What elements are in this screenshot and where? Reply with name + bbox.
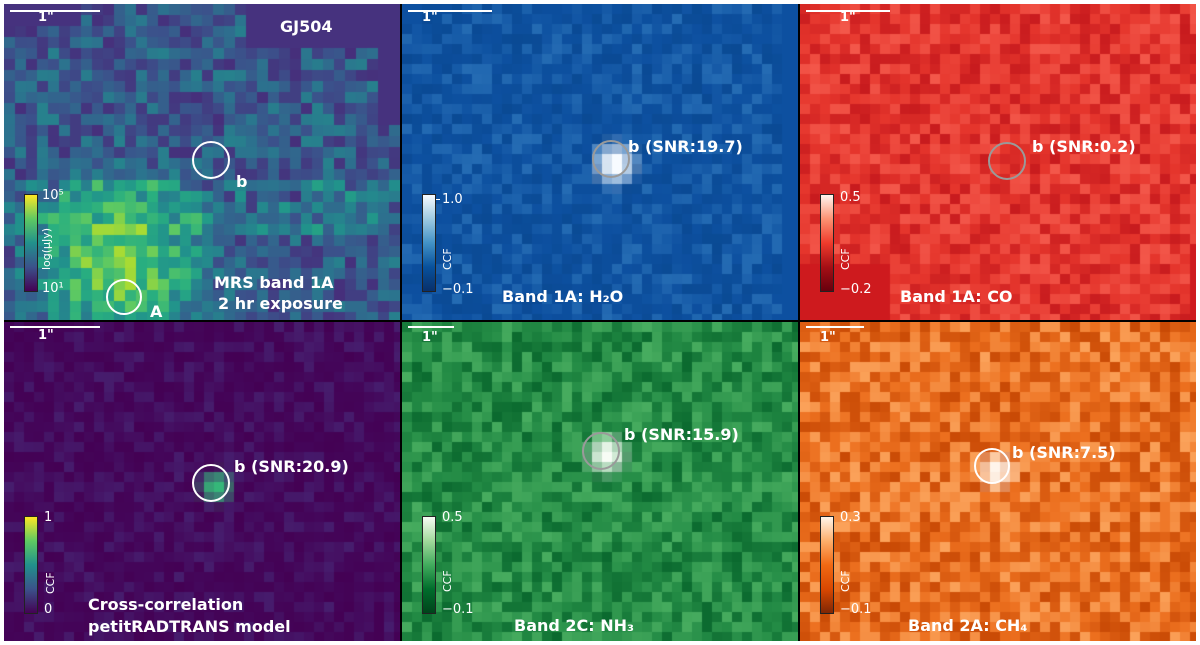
colorbar — [24, 194, 38, 292]
panel-label: Band 2A: CH₄ — [908, 616, 1028, 635]
snr-annotation: b (SNR:7.5) — [1012, 443, 1116, 462]
colorbar-min: −0.1 — [840, 602, 872, 617]
snr-annotation: b (SNR:20.9) — [234, 457, 349, 476]
panel-label: Band 1A: CO — [900, 287, 1013, 306]
exposure-label: 2 hr exposure — [218, 294, 343, 313]
colorbar — [422, 194, 436, 292]
companion-b-circle — [988, 142, 1026, 180]
colorbar-title: CCF — [441, 570, 454, 592]
band-label: MRS band 1A — [214, 273, 334, 292]
panel-h2o: 1" b (SNR:19.7) 1.0 −0.1 CCF Band 1A: H₂… — [402, 4, 798, 320]
colorbar-max: 10⁵ — [42, 188, 64, 203]
snr-annotation: b (SNR:19.7) — [628, 137, 743, 156]
colorbar-min: −0.1 — [442, 602, 474, 617]
companion-b-circle — [192, 464, 230, 502]
scale-bar — [10, 326, 100, 328]
panel-mrs-band-1a: 1" GJ504 b A MRS band 1A 2 hr exposure 1… — [4, 4, 400, 320]
panel-ch4: 1" b (SNR:7.5) 0.3 −0.1 CCF Band 2A: CH₄ — [800, 322, 1196, 641]
scale-bar — [408, 10, 492, 12]
companion-b-circle — [582, 432, 620, 470]
colorbar-min: −0.1 — [442, 282, 474, 297]
scale-bar-label: 1" — [820, 330, 836, 345]
scale-bar-label: 1" — [422, 10, 438, 25]
scale-bar-label: 1" — [840, 10, 856, 25]
target-name: GJ504 — [280, 17, 333, 36]
scale-bar-label: 1" — [38, 328, 54, 343]
colorbar-title: log(μJy) — [40, 227, 53, 270]
colorbar-tick — [436, 199, 440, 200]
colorbar-max: 0.5 — [442, 510, 463, 525]
panel-cross-correlation-model: 1" b (SNR:20.9) 1 0 CCF Cross-correlatio… — [4, 322, 400, 641]
companion-b-circle — [192, 141, 230, 179]
colorbar — [422, 516, 436, 614]
colorbar-min: 10¹ — [42, 281, 64, 296]
colorbar-title: CCF — [441, 248, 454, 270]
colorbar-max: 0.5 — [840, 190, 861, 205]
star-a-label: A — [150, 302, 163, 320]
companion-b-circle — [974, 448, 1010, 484]
ccf-map-nh3 — [402, 322, 798, 641]
scale-bar — [10, 10, 100, 12]
colorbar-title: CCF — [44, 572, 57, 594]
colorbar-max: 1 — [44, 510, 53, 525]
snr-annotation: b (SNR:15.9) — [624, 425, 739, 444]
star-a-circle — [106, 279, 142, 315]
companion-b-label: b — [236, 172, 248, 191]
colorbar — [820, 194, 834, 292]
panel-co: 1" b (SNR:0.2) 0.5 −0.2 CCF Band 1A: CO — [800, 4, 1196, 320]
colorbar-max: 0.3 — [840, 510, 861, 525]
colorbar-min: 0 — [44, 602, 53, 617]
method-label: Cross-correlation — [88, 595, 244, 614]
colorbar-title: CCF — [839, 248, 852, 270]
companion-b-circle — [592, 140, 630, 178]
scale-bar-label: 1" — [422, 330, 438, 345]
snr-annotation: b (SNR:0.2) — [1032, 137, 1136, 156]
model-label: petitRADTRANS model — [88, 617, 291, 636]
panel-label: Band 1A: H₂O — [502, 287, 624, 306]
colorbar-title: CCF — [839, 570, 852, 592]
figure-grid: 1" GJ504 b A MRS band 1A 2 hr exposure 1… — [4, 4, 1196, 641]
colorbar-max: 1.0 — [442, 192, 463, 207]
panel-label: Band 2C: NH₃ — [514, 616, 635, 635]
scale-bar-label: 1" — [38, 10, 54, 25]
scale-bar — [408, 326, 454, 328]
colorbar-min: −0.2 — [840, 282, 872, 297]
scale-bar — [806, 10, 890, 12]
scale-bar — [806, 326, 864, 328]
panel-nh3: 1" b (SNR:15.9) 0.5 −0.1 CCF Band 2C: NH… — [402, 322, 798, 641]
colorbar — [24, 516, 38, 614]
colorbar — [820, 516, 834, 614]
